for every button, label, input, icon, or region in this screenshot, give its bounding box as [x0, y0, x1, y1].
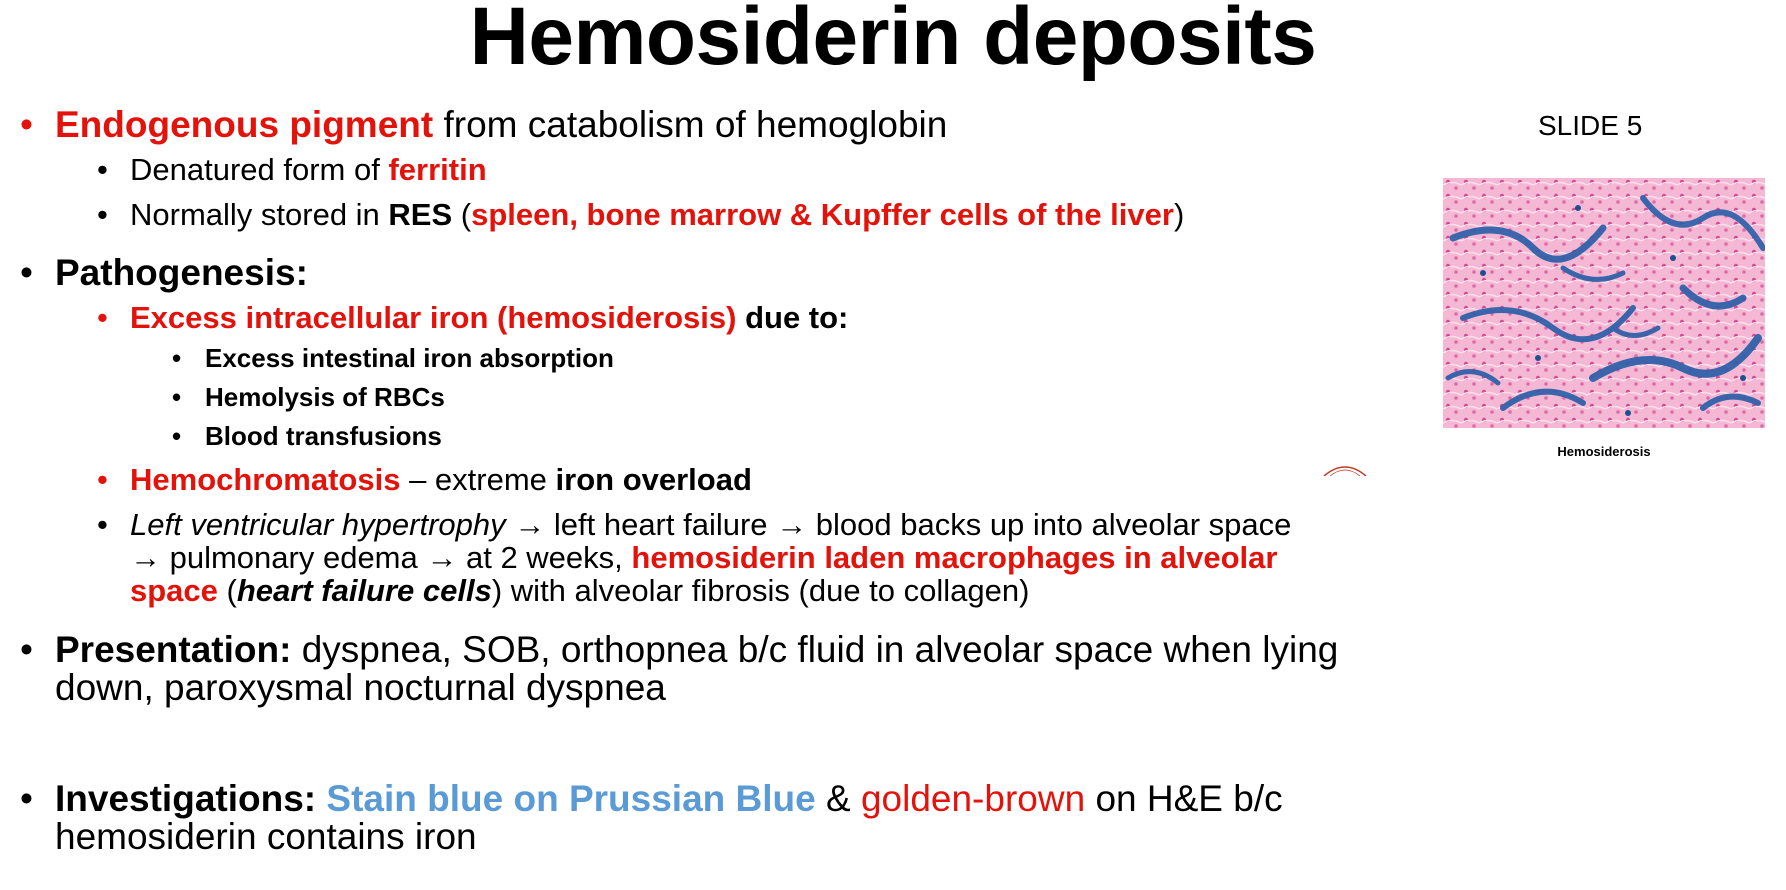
- bullet-dot: •: [20, 778, 33, 819]
- endogenous-pigment-term: Endogenous pigment: [55, 104, 434, 145]
- lvh-line-1: Left ventricular hypertrophy → left hear…: [130, 509, 1291, 540]
- ampersand: &: [815, 778, 861, 819]
- ferritin-term: ferritin: [388, 152, 487, 187]
- bullet-dot: •: [20, 252, 33, 293]
- stored-close: ): [1173, 197, 1185, 232]
- bullet-dot: •: [172, 382, 182, 412]
- iron-overload-term: iron overload: [555, 462, 752, 497]
- hemochromatosis-text: – extreme: [400, 462, 556, 497]
- presentation-line-1: Presentation: dyspnea, SOB, orthopnea b/…: [55, 631, 1338, 668]
- bullet-hemochromatosis: Hemochromatosis – extreme iron overload: [130, 464, 752, 495]
- lvh-line-3: space (heart failure cells) with alveola…: [130, 575, 1029, 606]
- bullet-excess-iron: Excess intracellular iron (hemosiderosis…: [130, 302, 848, 333]
- prussian-blue-term: Stain blue on Prussian Blue: [326, 778, 816, 819]
- lvh-line1-rest: → left heart failure → blood backs up in…: [505, 507, 1292, 542]
- heart-failure-cells-term: heart failure cells: [236, 573, 492, 608]
- res-term: RES: [388, 197, 453, 232]
- stored-text: Normally stored in: [130, 197, 389, 232]
- lvh-line3-red: space: [130, 573, 218, 608]
- cause-item: Hemolysis of RBCs: [205, 382, 445, 412]
- investigations-line-1: Investigations: Stain blue on Prussian B…: [55, 780, 1283, 817]
- bullet-endogenous: Endogenous pigment from catabolism of he…: [55, 106, 947, 143]
- bullet-dot: •: [20, 104, 33, 145]
- hemosiderosis-micrograph: [1443, 178, 1765, 428]
- bullet-dot: •: [20, 629, 33, 670]
- lvh-line3-open: (: [217, 573, 237, 608]
- bullet-denatured: Denatured form of ferritin: [130, 154, 487, 185]
- stored-open: (: [452, 197, 472, 232]
- presentation-label: Presentation:: [55, 629, 292, 670]
- bullet-dot: •: [97, 152, 108, 187]
- lvh-term: Left ventricular hypertrophy: [130, 507, 506, 542]
- lvh-line2-red: hemosiderin laden macrophages in alveola…: [631, 540, 1278, 575]
- cause-item: Excess intestinal iron absorption: [205, 343, 614, 373]
- lvh-line3-rest: ) with alveolar fibrosis (due to collage…: [491, 573, 1030, 608]
- hemosiderosis-term: Excess intracellular iron (hemosiderosis…: [130, 300, 737, 335]
- bullet-stored: Normally stored in RES (spleen, bone mar…: [130, 199, 1184, 230]
- lvh-line-2: → pulmonary edema → at 2 weeks, hemoside…: [130, 542, 1277, 573]
- investigations-line-2: hemosiderin contains iron: [55, 816, 477, 857]
- bullet-dot: •: [172, 421, 182, 451]
- hemochromatosis-term: Hemochromatosis: [130, 462, 401, 497]
- presentation-line-2: down, paroxysmal nocturnal dyspnea: [55, 667, 666, 708]
- denatured-text: Denatured form of: [130, 152, 389, 187]
- presentation-line1-text: dyspnea, SOB, orthopnea b/c fluid in alv…: [291, 629, 1339, 670]
- bullet-dot: •: [97, 300, 108, 335]
- bullet-dot: •: [97, 197, 108, 232]
- slide-number-label: SLIDE 5: [1538, 110, 1643, 141]
- bullet-dot: •: [97, 507, 108, 542]
- pathogenesis-heading: Pathogenesis:: [55, 252, 308, 293]
- seal-logo: [1323, 466, 1367, 476]
- investigations-rest: on H&E b/c: [1085, 778, 1283, 819]
- slide-title: Hemosiderin deposits: [469, 0, 1317, 82]
- bullet-dot: •: [172, 343, 182, 373]
- cause-item: Blood transfusions: [205, 421, 442, 451]
- golden-brown-term: golden-brown: [860, 778, 1086, 819]
- micrograph-caption: Hemosiderosis: [1557, 444, 1651, 459]
- endogenous-text: from catabolism of hemoglobin: [433, 104, 948, 145]
- due-to-text: due to:: [736, 300, 849, 335]
- bullet-dot: •: [97, 462, 108, 497]
- investigations-label: Investigations:: [55, 778, 317, 819]
- res-organs: spleen, bone marrow & Kupffer cells of t…: [471, 197, 1174, 232]
- lvh-line2-text: → pulmonary edema → at 2 weeks,: [130, 540, 632, 575]
